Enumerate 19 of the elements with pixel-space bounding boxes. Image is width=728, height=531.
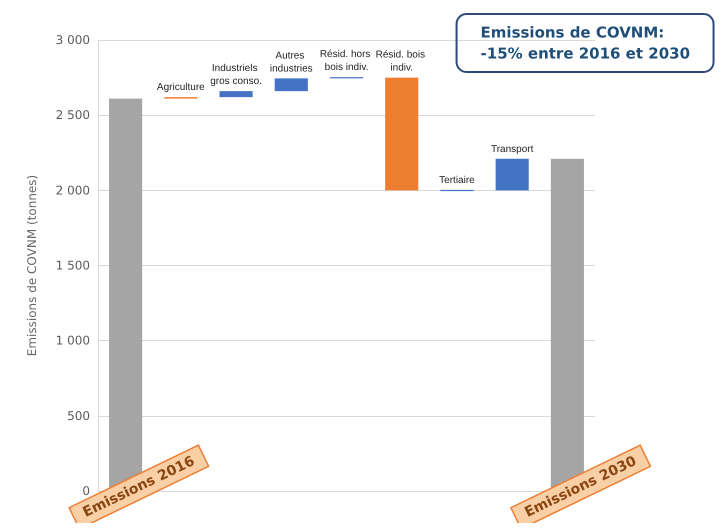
x-tick-label: Tertiaire xyxy=(439,174,476,186)
bar xyxy=(385,78,418,190)
bar xyxy=(274,78,308,92)
y-tick-label: 2 000 xyxy=(56,183,90,198)
x-tick-label: Résid. hors bois indiv. xyxy=(320,49,374,74)
bar xyxy=(496,158,529,190)
y-tick-label: 1 000 xyxy=(56,334,90,348)
x-tick-label: Agriculture xyxy=(156,82,206,94)
x-tick-label: Autres industries xyxy=(270,50,313,74)
y-tick-label: 500 xyxy=(67,408,90,423)
x-tick-label: Industriels gros conso. xyxy=(210,63,262,88)
y-axis-title: Emissions de COVNM (tonnes) xyxy=(25,174,39,356)
y-tick-label: 2 500 xyxy=(56,108,90,122)
y-tick-label: 1 500 xyxy=(56,258,90,272)
x-tick-label: Transport xyxy=(490,144,534,155)
bar xyxy=(219,91,253,98)
chart-title: Emissions de COVNM: -15% entre 2016 et 2030 xyxy=(480,24,690,62)
y-tick-label: 3 000 xyxy=(56,33,90,47)
x-tick-label: Résid. bois indiv. xyxy=(376,50,428,74)
